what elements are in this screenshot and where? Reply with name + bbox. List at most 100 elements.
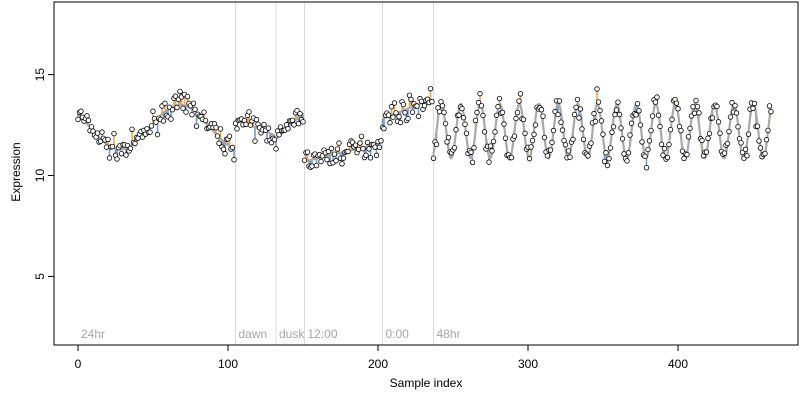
data-point bbox=[456, 112, 462, 118]
data-point bbox=[526, 155, 533, 162]
data-point bbox=[246, 109, 252, 115]
data-point bbox=[502, 135, 509, 141]
data-point bbox=[694, 103, 701, 110]
data-point bbox=[733, 110, 740, 116]
data-point bbox=[84, 113, 90, 119]
data-point bbox=[750, 105, 756, 112]
data-point bbox=[522, 130, 528, 137]
data-point bbox=[459, 105, 465, 112]
data-point bbox=[645, 146, 651, 153]
data-point bbox=[666, 141, 672, 148]
data-point bbox=[667, 126, 674, 133]
data-point bbox=[597, 107, 603, 114]
data-point bbox=[594, 86, 600, 92]
region-label: 48hr bbox=[437, 327, 461, 341]
data-point bbox=[691, 110, 698, 116]
data-point bbox=[529, 137, 536, 144]
data-point bbox=[358, 133, 365, 139]
data-point bbox=[387, 120, 393, 126]
data-point bbox=[336, 140, 342, 146]
data-point bbox=[528, 144, 534, 150]
data-point bbox=[492, 129, 498, 135]
data-point bbox=[637, 122, 644, 128]
data-point bbox=[574, 96, 581, 103]
data-point bbox=[220, 146, 227, 152]
data-point bbox=[756, 138, 762, 144]
data-point bbox=[328, 145, 335, 152]
data-point bbox=[318, 158, 324, 165]
data-point bbox=[621, 151, 627, 157]
data-point bbox=[103, 144, 110, 150]
data-point bbox=[226, 133, 233, 139]
data-point bbox=[675, 106, 681, 112]
data-point bbox=[577, 106, 584, 112]
data-point bbox=[576, 115, 582, 121]
data-point bbox=[118, 150, 125, 157]
data-point bbox=[643, 165, 650, 171]
data-point bbox=[106, 155, 113, 161]
y-tick-label: 15 bbox=[33, 68, 47, 82]
data-point bbox=[427, 85, 434, 92]
data-point bbox=[451, 145, 458, 151]
data-point bbox=[615, 99, 621, 105]
data-point bbox=[687, 125, 693, 132]
data-point bbox=[202, 117, 209, 124]
data-point bbox=[363, 152, 369, 159]
data-point bbox=[390, 114, 396, 120]
data-point bbox=[480, 112, 486, 119]
data-point bbox=[217, 126, 224, 132]
data-point bbox=[418, 98, 425, 105]
data-point bbox=[153, 119, 159, 125]
x-tick-label: 300 bbox=[518, 357, 538, 371]
data-point bbox=[88, 124, 95, 130]
data-point bbox=[514, 109, 521, 116]
data-point bbox=[313, 162, 320, 169]
data-point bbox=[309, 163, 315, 169]
data-point bbox=[634, 100, 641, 107]
data-point bbox=[381, 125, 387, 132]
data-point bbox=[642, 153, 648, 160]
region-label: dusk bbox=[279, 327, 305, 341]
data-point bbox=[486, 159, 492, 165]
data-point bbox=[391, 100, 398, 106]
data-point bbox=[490, 138, 497, 145]
data-point bbox=[693, 97, 699, 104]
data-point bbox=[471, 145, 477, 151]
x-tick-label: 200 bbox=[368, 357, 388, 371]
data-point bbox=[508, 154, 515, 161]
data-point bbox=[495, 103, 501, 110]
data-point bbox=[766, 103, 773, 109]
data-point bbox=[216, 140, 222, 146]
data-point bbox=[345, 148, 351, 155]
data-point bbox=[169, 107, 176, 113]
data-point bbox=[735, 124, 741, 130]
data-point bbox=[109, 143, 116, 150]
data-point bbox=[297, 110, 303, 117]
data-point bbox=[654, 94, 660, 100]
data-point bbox=[499, 109, 506, 116]
data-point bbox=[732, 102, 738, 109]
data-point bbox=[253, 116, 260, 123]
data-point bbox=[154, 131, 161, 138]
data-point bbox=[555, 111, 561, 118]
data-point bbox=[660, 152, 666, 158]
data-point bbox=[177, 88, 183, 95]
data-point bbox=[714, 103, 720, 110]
data-point bbox=[85, 117, 92, 124]
data-point bbox=[453, 127, 459, 133]
data-point bbox=[585, 153, 591, 159]
data-point bbox=[304, 149, 311, 155]
data-point bbox=[105, 136, 111, 143]
data-point bbox=[114, 156, 120, 162]
data-point bbox=[673, 100, 680, 106]
data-point bbox=[301, 157, 308, 164]
data-point bbox=[703, 149, 710, 155]
data-point bbox=[357, 140, 363, 146]
data-point bbox=[547, 147, 554, 153]
data-point bbox=[511, 133, 518, 139]
data-point bbox=[571, 111, 578, 118]
data-point bbox=[565, 148, 572, 154]
data-point bbox=[474, 109, 480, 116]
data-point bbox=[265, 125, 272, 131]
data-point bbox=[595, 99, 602, 105]
